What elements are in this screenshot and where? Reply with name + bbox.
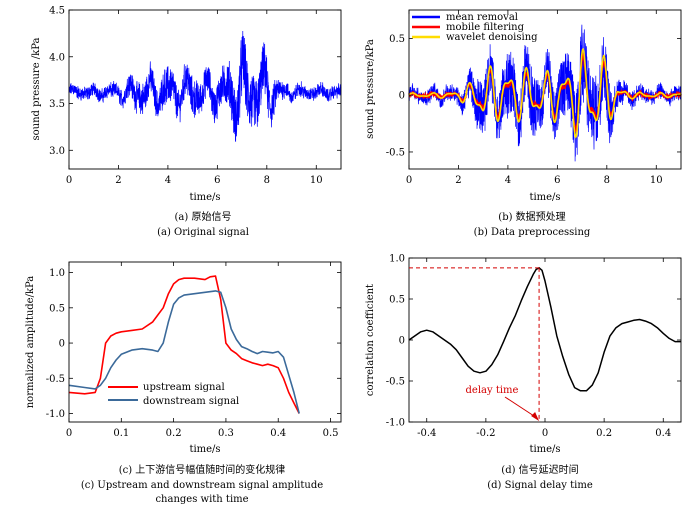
panel-b-xlabel: time/s [529,192,560,203]
wavelet-denoising-line [408,47,681,139]
panel-c-caption-cn: (c) 上下游信号幅值随时间的变化规律 [119,463,286,476]
panel-a-xlabel: time/s [189,192,220,203]
panel-c-caption-en-2: changes with time [155,494,248,505]
panel-d-caption-cn: (d) 信号延迟时间 [501,463,578,476]
panel-b-caption-cn: (b) 数据预处理 [498,210,565,223]
legend-label-upstream: upstream signal [143,382,225,393]
panel-c-frame [68,261,342,423]
panel-a-data [68,30,342,142]
panel-b-frame [408,9,682,170]
x-tick-label: 10 [310,175,323,186]
x-tick-label: 0.2 [166,428,182,439]
panel-d-xlabel: time/s [529,444,560,455]
panel-c-ylabel: normalized amplitude/kPa [25,276,36,409]
panel-b-caption-en: (b) Data preprocessing [474,227,591,238]
legend-label-mobile-filtering: mobile filtering [446,22,525,33]
x-tick-label: 0.5 [323,428,339,439]
x-tick-label: 0.2 [596,428,612,439]
delay-time-arrow-shaft [504,396,538,419]
y-tick-label: -1.0 [386,418,405,429]
legend-label-wavelet-denoising: wavelet denoising [446,32,538,43]
panel-a-caption-cn: (a) 原始信号 [175,210,232,223]
y-tick-label: -0.5 [386,377,405,388]
x-tick-label: 6 [554,175,560,186]
panel-c-data [68,275,300,414]
y-tick-label: 0.5 [389,295,405,306]
y-tick-label: -0.5 [46,374,65,385]
panel-b: 0 2 4 6 8 10 -0.5 0 0.5 mean removal mobile filt… [365,9,682,238]
delay-time-arrow-head [531,412,540,421]
panel-c-xlabel: time/s [189,444,220,455]
y-tick-label: 1.0 [49,268,65,279]
x-tick-label: 0.3 [218,428,234,439]
y-tick-label: 0.5 [49,303,65,314]
downstream-signal-line [68,290,300,414]
x-tick-label: -0.2 [476,428,495,439]
panel-b-legend: mean removal mobile filtering wavelet de… [412,12,538,43]
panel-a-frame [68,9,342,170]
panel-d-annotation: delay time [409,267,540,422]
x-tick-label: 2 [455,175,461,186]
panel-c-legend: upstream signal downstream signal [108,382,239,407]
y-tick-label: 0.5 [389,34,405,45]
panel-c-ticks: 0 0.1 0.2 0.3 0.4 0.5 -1.0 -0.5 0 0.5 1.0 [46,262,341,439]
y-tick-label: 1.0 [389,254,405,265]
panel-b-ylabel: sound pressure/kPa [365,39,376,139]
y-tick-label: -1.0 [46,409,65,420]
y-tick-label: 3.0 [49,146,65,157]
x-tick-label: 0 [542,428,548,439]
panel-a: 0 2 4 6 8 10 3.0 3.5 4.0 4.5 time/s sound pressur… [31,6,342,238]
correlation-line [408,267,681,392]
y-tick-label: 0 [399,336,405,347]
x-tick-label: 0.1 [113,428,129,439]
y-tick-label: -0.5 [386,147,405,158]
x-tick-label: 8 [604,175,610,186]
delay-time-label: delay time [466,385,519,396]
x-tick-label: 0 [406,175,412,186]
panel-a-ticks: 0 2 4 6 8 10 3.0 3.5 4.0 4.5 [49,6,341,186]
panel-a-ylabel: sound pressure /kPa [31,37,42,140]
x-tick-label: 4 [165,175,171,186]
y-tick-label: 4.0 [49,52,65,63]
x-tick-label: -0.4 [417,428,436,439]
panel-d-ticks: -0.4 -0.2 0 0.2 0.4 -1.0 -0.5 0 0.5 1.0 [386,254,681,439]
y-tick-label: 3.5 [49,99,65,110]
panel-c: 0 0.1 0.2 0.3 0.4 0.5 -1.0 -0.5 0 0.5 1.0 upstream… [25,261,342,505]
x-tick-label: 4 [505,175,511,186]
panel-d-data [408,267,681,392]
x-tick-label: 0.4 [655,428,671,439]
legend-label-mean-removal: mean removal [446,12,518,23]
x-tick-label: 0 [66,428,72,439]
panel-d: -0.4 -0.2 0 0.2 0.4 -1.0 -0.5 0 0.5 1.0 delay tim… [365,254,682,491]
x-tick-label: 0 [66,175,72,186]
x-tick-label: 6 [214,175,220,186]
y-tick-label: 0 [59,339,65,350]
x-tick-label: 8 [264,175,270,186]
original-signal-line [68,30,342,142]
panel-b-ticks: 0 2 4 6 8 10 -0.5 0 0.5 [386,10,681,186]
panel-d-caption-en: (d) Signal delay time [487,480,593,491]
x-tick-label: 10 [650,175,663,186]
panel-d-ylabel: correlation coefficient [365,284,376,396]
panel-a-caption-en: (a) Original signal [157,227,249,238]
x-tick-label: 0.4 [270,428,286,439]
panel-b-data [408,24,682,162]
y-tick-label: 0 [399,91,405,102]
legend-label-downstream: downstream signal [143,396,239,407]
y-tick-label: 4.5 [49,6,65,17]
x-tick-label: 2 [115,175,121,186]
panel-c-caption-en-1: (c) Upstream and downstream signal ampli… [81,480,323,491]
upstream-signal-line [68,275,300,414]
